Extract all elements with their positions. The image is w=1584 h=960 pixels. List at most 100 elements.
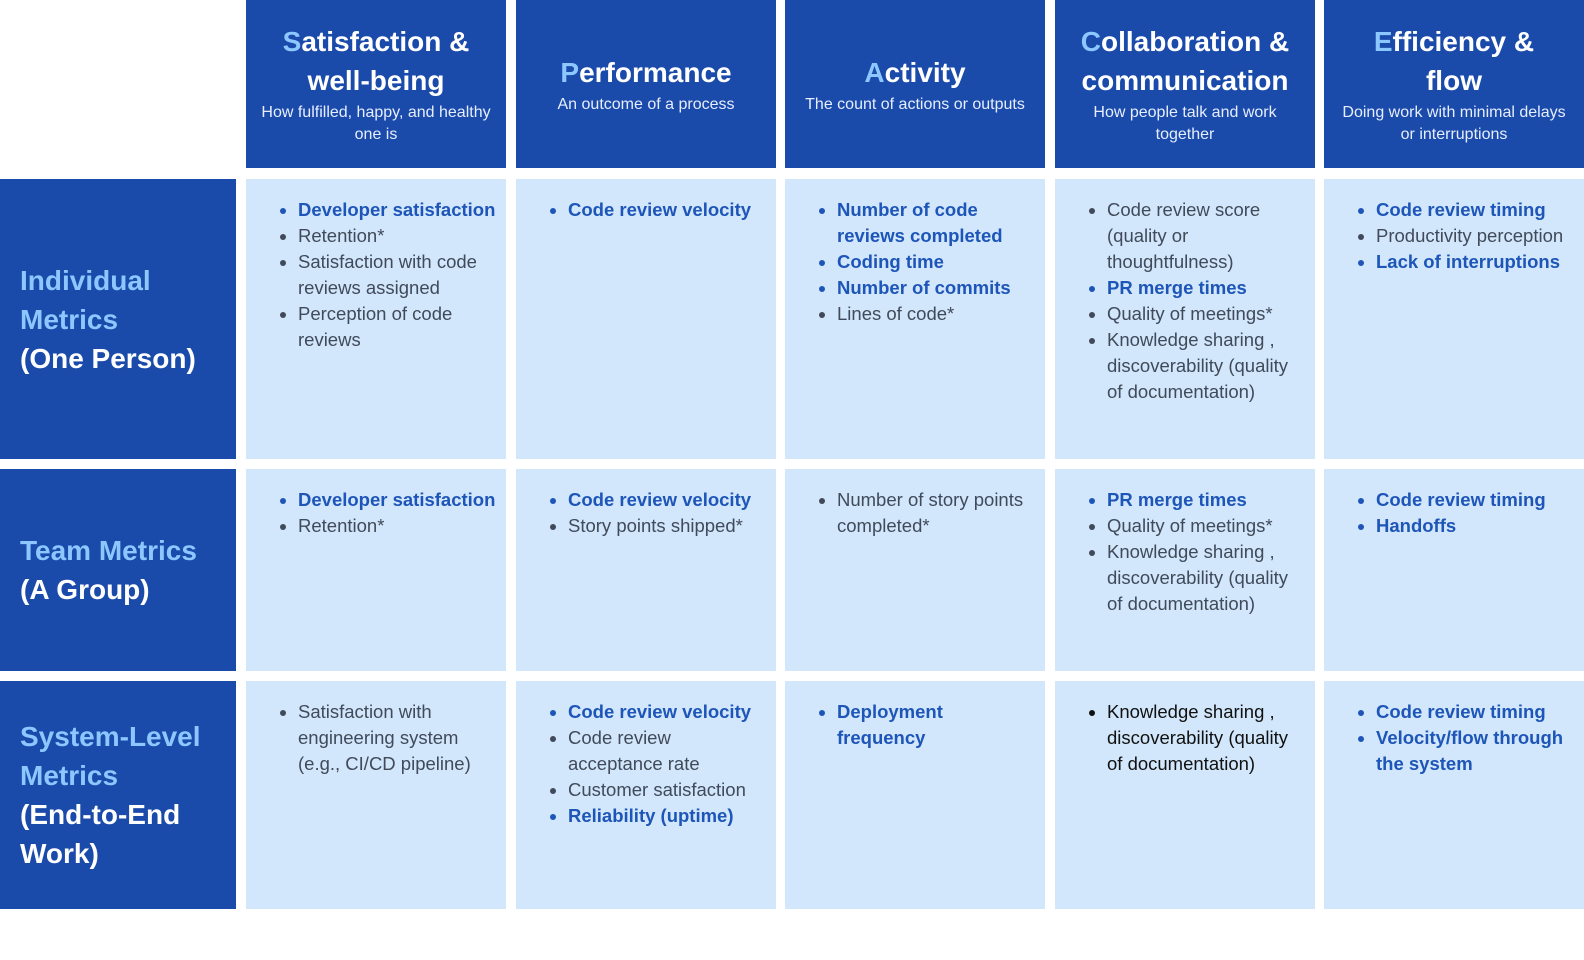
- metric-cell: Code review velocityCode review acceptan…: [516, 681, 776, 909]
- row-title: Team Metrics: [20, 535, 197, 566]
- column-title-line2: well-being: [307, 65, 445, 96]
- metric-item: Code review score (quality or thoughtful…: [1107, 197, 1305, 275]
- column-header: Activity The count of actions or outputs: [785, 0, 1045, 168]
- metric-list: Code review score (quality or thoughtful…: [1061, 197, 1305, 405]
- metric-cell: Deployment frequency: [785, 681, 1045, 909]
- metric-item: Code review timing: [1376, 699, 1574, 725]
- row-label: Team Metrics (A Group): [0, 469, 236, 671]
- metric-item: Knowledge sharing , discoverability (qua…: [1107, 539, 1305, 617]
- metric-cell: Satisfaction with engineering system (e.…: [246, 681, 506, 909]
- metric-item: Knowledge sharing , discoverability (qua…: [1107, 699, 1305, 777]
- metric-item: Reliability (uptime): [568, 803, 766, 829]
- metric-item: Number of commits: [837, 275, 1035, 301]
- metric-cell: Code review score (quality or thoughtful…: [1055, 179, 1315, 459]
- metric-list: Developer satisfactionRetention*Satisfac…: [252, 197, 496, 353]
- metric-cell: Developer satisfactionRetention*Satisfac…: [246, 179, 506, 459]
- metric-item: Satisfaction with engineering system (e.…: [298, 699, 496, 777]
- column-title: Efficiency & flow: [1374, 22, 1534, 100]
- metric-item: Satisfaction with code reviews assigned: [298, 249, 496, 301]
- column-title: Satisfaction & well-being: [283, 22, 470, 100]
- column-title-rest: fficiency &: [1392, 26, 1535, 57]
- column-header: Satisfaction & well-being How fulfilled, h…: [246, 0, 506, 168]
- metric-list: Number of code reviews completedCoding t…: [791, 197, 1035, 327]
- column-title-rest: ctivity: [884, 56, 966, 88]
- column-subtitle: The count of actions or outputs: [805, 95, 1025, 113]
- column-title: Performance: [560, 53, 731, 92]
- row-title: System-Level Metrics: [20, 721, 201, 791]
- column-title-rest: ollaboration &: [1101, 26, 1290, 57]
- metric-list: Code review timingHandoffs: [1330, 487, 1574, 539]
- row-subtitle: (End-to-End Work): [20, 799, 181, 869]
- metric-item: Customer satisfaction: [568, 777, 766, 803]
- metric-item: Developer satisfaction: [298, 197, 496, 223]
- metric-item: Retention*: [298, 513, 496, 539]
- metric-item: Knowledge sharing , discoverability (qua…: [1107, 327, 1305, 405]
- metric-item: Code review velocity: [568, 487, 766, 513]
- metric-cell: Number of code reviews completedCoding t…: [785, 179, 1045, 459]
- metric-cell: Code review timingVelocity/flow through …: [1324, 681, 1584, 909]
- metric-item: Developer satisfaction: [298, 487, 496, 513]
- metric-item: PR merge times: [1107, 487, 1305, 513]
- column-title-initial: E: [1373, 26, 1393, 57]
- metric-item: Deployment frequency: [837, 699, 1035, 751]
- metric-item: Code review timing: [1376, 197, 1574, 223]
- column-title-line2: communication: [1081, 65, 1289, 96]
- metric-list: Knowledge sharing , discoverability (qua…: [1061, 699, 1305, 777]
- metric-item: Story points shipped*: [568, 513, 766, 539]
- metric-list: PR merge timesQuality of meetings*Knowle…: [1061, 487, 1305, 617]
- metric-item: Quality of meetings*: [1107, 513, 1305, 539]
- column-header: Performance An outcome of a process: [516, 0, 776, 168]
- row-subtitle: (A Group): [20, 574, 150, 605]
- metric-cell: PR merge timesQuality of meetings*Knowle…: [1055, 469, 1315, 671]
- metric-item: Code review velocity: [568, 699, 766, 725]
- column-title-line2: flow: [1425, 65, 1482, 96]
- metric-cell: Number of story points completed*: [785, 469, 1045, 671]
- metric-cell: Developer satisfactionRetention*: [246, 469, 506, 671]
- metric-item: Perception of code reviews: [298, 301, 496, 353]
- column-header: Collaboration & communication How people t…: [1055, 0, 1315, 168]
- metric-item: Productivity perception: [1376, 223, 1574, 249]
- metric-list: Code review velocityStory points shipped…: [522, 487, 766, 539]
- metric-list: Deployment frequency: [791, 699, 1035, 751]
- metric-item: Lines of code*: [837, 301, 1035, 327]
- metric-cell: Code review velocity: [516, 179, 776, 459]
- metric-cell: Knowledge sharing , discoverability (qua…: [1055, 681, 1315, 909]
- column-subtitle: Doing work with minimal delays or interr…: [1342, 104, 1566, 143]
- column-subtitle: An outcome of a process: [557, 95, 735, 113]
- column-title-initial: C: [1080, 26, 1101, 57]
- column-header: Efficiency & flow Doing work with minimal …: [1324, 0, 1584, 168]
- column-title-initial: A: [864, 56, 885, 88]
- metric-item: Retention*: [298, 223, 496, 249]
- row-title: Individual Metrics: [20, 264, 151, 335]
- metric-list: Developer satisfactionRetention*: [252, 487, 496, 539]
- row-label: Individual Metrics (One Person): [0, 179, 236, 459]
- row-subtitle: (One Person): [20, 342, 196, 374]
- metric-list: Number of story points completed*: [791, 487, 1035, 539]
- metric-item: Quality of meetings*: [1107, 301, 1305, 327]
- metric-cell: Code review velocityStory points shipped…: [516, 469, 776, 671]
- column-title-initial: S: [282, 26, 302, 57]
- metric-item: Lack of interruptions: [1376, 249, 1574, 275]
- metric-item: Velocity/flow through the system: [1376, 725, 1574, 777]
- column-title-rest: atisfaction &: [301, 26, 470, 57]
- metric-cell: Code review timingProductivity perceptio…: [1324, 179, 1584, 459]
- metric-item: Code review timing: [1376, 487, 1574, 513]
- metric-list: Code review velocity: [522, 197, 766, 223]
- metric-item: PR merge times: [1107, 275, 1305, 301]
- metric-item: Code review acceptance rate: [568, 725, 766, 777]
- column-title-initial: P: [560, 56, 580, 88]
- row-label: System-Level Metrics (End-to-End Work): [0, 681, 236, 909]
- column-title-rest: erformance: [579, 56, 732, 88]
- metric-list: Code review velocityCode review acceptan…: [522, 699, 766, 829]
- metric-list: Satisfaction with engineering system (e.…: [252, 699, 496, 777]
- metric-cell: Code review timingHandoffs: [1324, 469, 1584, 671]
- metric-list: Code review timingVelocity/flow through …: [1330, 699, 1574, 777]
- column-subtitle: How people talk and work together: [1093, 104, 1277, 143]
- metric-item: Number of code reviews completed: [837, 197, 1035, 249]
- column-title: Activity: [864, 53, 965, 92]
- metric-item: Number of story points completed*: [837, 487, 1035, 539]
- column-subtitle: How fulfilled, happy, and healthy one is: [261, 104, 491, 143]
- metric-list: Code review timingProductivity perceptio…: [1330, 197, 1574, 275]
- column-title: Collaboration & communication: [1081, 22, 1289, 100]
- metric-item: Handoffs: [1376, 513, 1574, 539]
